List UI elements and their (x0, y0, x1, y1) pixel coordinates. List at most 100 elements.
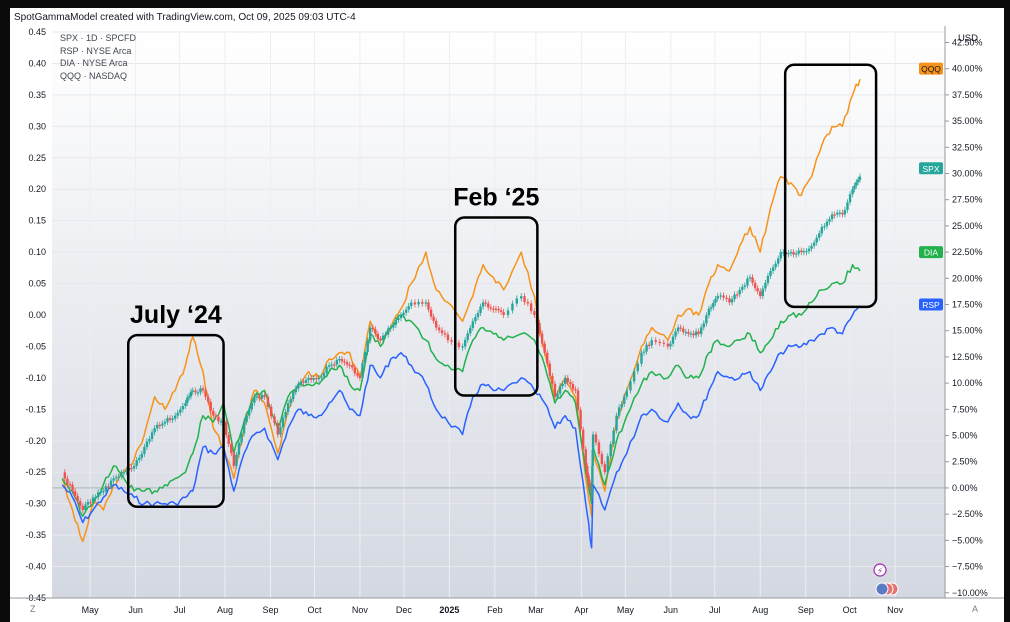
spx-candle (764, 282, 767, 289)
spx-candle (107, 486, 110, 488)
spx-candle (766, 275, 770, 283)
spx-candle (138, 457, 141, 461)
spx-candle (591, 434, 595, 451)
spx-candle (250, 402, 253, 410)
spx-candle (679, 327, 682, 329)
spx-candle (96, 492, 100, 498)
left-tick-label: -0.25 (25, 467, 46, 477)
spx-candle (846, 202, 849, 210)
spx-candle (469, 327, 472, 334)
spx-candle (751, 277, 754, 283)
spx-candle (368, 327, 372, 341)
spx-candle (676, 327, 680, 332)
spx-candle (99, 491, 102, 493)
series-tag-rsp (919, 298, 943, 311)
spx-candle (700, 327, 703, 334)
spx-candle (855, 182, 858, 186)
spx-candle (571, 384, 575, 390)
spx-candle (224, 421, 228, 435)
right-tick-label: 25.00% (952, 221, 983, 231)
spx-candle (853, 185, 856, 190)
spx-candle (807, 248, 811, 252)
x-tick-label: Nov (887, 605, 904, 615)
spx-candle (591, 465, 594, 484)
spx-candle (112, 478, 115, 481)
spx-candle (386, 328, 390, 335)
spx-candle (789, 252, 793, 254)
spx-candle (564, 377, 567, 384)
x-tick-label: Nov (352, 605, 369, 615)
spx-candle (479, 306, 482, 314)
spx-candle (471, 321, 475, 328)
spx-candle (722, 295, 725, 298)
spx-candle (735, 294, 739, 296)
spx-candle (158, 424, 161, 427)
right-tick-label: 20.00% (952, 273, 983, 283)
x-tick-label: Aug (752, 605, 768, 615)
spx-candle (71, 484, 74, 492)
chart-svg[interactable]: 0.45 0.40 0.35 0.30 0.25 0.20 0.15 0.10 0.05 0.00… (10, 8, 1004, 622)
auto-scale-button[interactable]: A (971, 604, 978, 614)
spx-candle (371, 327, 374, 330)
legend-entry-qqq[interactable]: QQQ · NASDAQ (60, 70, 128, 81)
right-tick-label: −7.50% (952, 562, 983, 572)
spx-candle (232, 453, 236, 466)
spx-candle (576, 390, 580, 410)
spx-candle (481, 302, 485, 307)
spx-candle (421, 301, 424, 304)
spx-candle (173, 415, 177, 419)
spx-candle (212, 410, 215, 416)
spx-candle (366, 340, 369, 353)
series-tag-qqq (919, 62, 943, 75)
spx-candle (145, 441, 149, 448)
legend-entry-rsp[interactable]: RSP · NYSE Arca (60, 45, 132, 56)
spx-candle (587, 475, 590, 483)
spx-candle (526, 302, 530, 304)
spx-candle (457, 342, 461, 347)
legend-entry-dia[interactable]: DIA · NYSE Arca (60, 58, 128, 68)
spx-candle (538, 323, 541, 334)
spx-candle (553, 383, 557, 397)
spx-candle (240, 433, 243, 443)
x-tick-label: Jun (128, 605, 143, 615)
right-tick-label: 17.50% (952, 300, 983, 310)
spx-candle (361, 362, 364, 378)
spx-candle (348, 364, 351, 366)
spx-candle (245, 415, 248, 422)
right-tick-label: 7.50% (952, 404, 978, 414)
left-tick-label: 0.00 (28, 310, 46, 320)
spx-candle (476, 313, 480, 318)
left-tick-label: 0.45 (28, 27, 46, 37)
spx-candle (632, 371, 636, 382)
spx-candle (506, 310, 510, 315)
spx-candle (163, 421, 167, 424)
spx-candle (273, 416, 276, 424)
spx-candle (402, 312, 405, 315)
annotation-label-1: Feb ‘25 (453, 184, 539, 212)
spx-candle (404, 309, 408, 313)
spx-candle (838, 212, 841, 214)
legend-entry-spx[interactable]: SPX · 1D · SPCFD (60, 33, 137, 43)
right-tick-label: 40.00% (952, 64, 983, 74)
spx-candle (68, 484, 72, 486)
spx-candle (474, 317, 477, 322)
spx-candle (437, 327, 441, 331)
spx-candle (556, 393, 559, 397)
spx-candle (836, 212, 839, 215)
spx-candle (489, 307, 493, 309)
spx-candle (309, 377, 313, 380)
spx-candle (171, 418, 174, 420)
spx-candle (748, 277, 752, 279)
spx-candle (738, 289, 741, 295)
timezone-button[interactable]: Z (30, 604, 36, 614)
spx-candle (823, 226, 826, 228)
spx-candle (662, 342, 666, 344)
spx-candle (102, 491, 105, 493)
left-tick-label: 0.10 (28, 247, 46, 257)
spx-candle (258, 396, 261, 399)
spx-candle (666, 343, 670, 347)
spx-candle (450, 340, 453, 342)
spx-candle (201, 388, 205, 391)
series-line-rsp (61, 305, 861, 549)
spx-candle (492, 308, 495, 310)
